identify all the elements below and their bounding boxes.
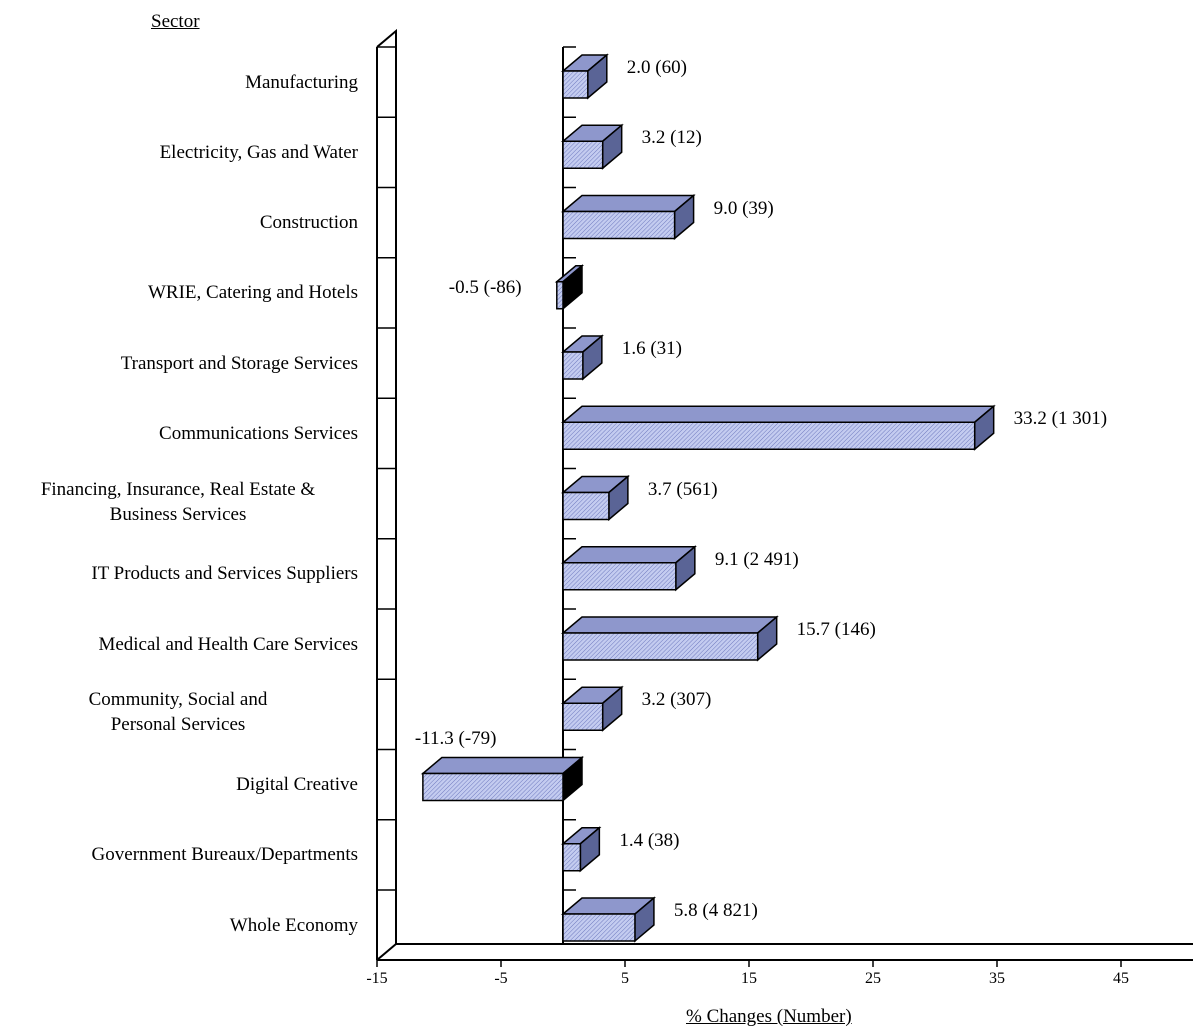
data-label: 3.2 (307) <box>641 689 712 711</box>
bar <box>554 264 585 311</box>
bar <box>560 53 609 100</box>
bar-top <box>560 405 996 423</box>
bar-top <box>560 194 696 213</box>
bar <box>560 334 604 381</box>
bar-front <box>562 140 604 169</box>
bar-front <box>422 772 564 802</box>
data-label: 2.0 (60) <box>626 57 687 78</box>
x-axis-title: % Changes (Number) <box>686 1006 852 1027</box>
x-tick-label: 35 <box>989 970 1005 987</box>
bar <box>560 896 656 943</box>
bar <box>560 123 624 170</box>
floor-edge <box>376 943 397 961</box>
bar-front <box>562 913 636 942</box>
category-label: Whole Economy <box>229 914 358 936</box>
data-label: 9.0 (39) <box>713 197 774 219</box>
category-label: Financing, Insurance, Real Estate & Busi… <box>40 478 316 525</box>
x-tick-label: 5 <box>621 970 629 987</box>
bar-top <box>560 546 697 564</box>
category-label: Medical and Health Care Services <box>98 633 358 655</box>
y-axis-title: Sector <box>151 11 200 32</box>
bar-front <box>562 702 604 731</box>
data-label: 9.1 (2 491) <box>714 548 799 570</box>
bar <box>560 474 630 522</box>
data-label: 3.7 (561) <box>647 478 718 500</box>
bar <box>560 615 779 662</box>
x-tick-label: 45 <box>1113 970 1129 987</box>
category-label: Communications Services <box>159 422 358 444</box>
bar <box>560 826 602 873</box>
bars <box>420 53 996 943</box>
category-label: Electricity, Gas and Water <box>159 141 358 163</box>
bar-front <box>562 843 582 872</box>
bar-front <box>562 562 677 591</box>
bar-front <box>562 421 976 450</box>
category-label: Government Bureaux/Departments <box>91 844 358 866</box>
x-tick-label: -15 <box>366 970 388 987</box>
data-label: 1.6 (31) <box>621 338 682 359</box>
data-label: 5.8 (4 821) <box>673 900 758 921</box>
bar <box>420 755 585 803</box>
category-label: IT Products and Services Suppliers <box>91 563 358 585</box>
x-tick-label: 25 <box>865 970 881 987</box>
bar <box>560 545 697 592</box>
bar-front <box>562 632 759 661</box>
data-label: -11.3 (-79) <box>414 727 497 749</box>
axis-ticks <box>376 46 1122 967</box>
data-label: -0.5 (-86) <box>448 276 522 298</box>
bar-top <box>420 756 585 775</box>
category-label: WRIE, Catering and Hotels <box>147 282 358 304</box>
bar-front <box>562 351 584 380</box>
bar <box>560 193 696 241</box>
bar-front <box>562 70 589 99</box>
bar-front <box>562 210 676 240</box>
bar-front <box>556 281 564 310</box>
data-label: 33.2 (1 301) <box>1013 408 1108 430</box>
category-label: Construction <box>259 212 358 233</box>
category-label: Digital Creative <box>236 774 358 795</box>
category-label: Manufacturing <box>245 71 358 93</box>
x-tick-label: 15 <box>741 970 757 987</box>
data-label: 3.2 (12) <box>641 127 702 149</box>
data-label: 1.4 (38) <box>619 829 680 851</box>
category-label: Transport and Storage Services <box>120 352 358 374</box>
bar-front <box>562 491 610 521</box>
plot-frame <box>376 28 1193 961</box>
category-label: Community, Social and Personal Services <box>88 689 268 736</box>
bar-top <box>560 616 779 634</box>
bar <box>560 404 996 451</box>
bar <box>560 685 624 732</box>
data-label: 15.7 (146) <box>796 619 876 640</box>
back-wall <box>376 28 1193 945</box>
x-tick-label: -5 <box>494 970 508 987</box>
